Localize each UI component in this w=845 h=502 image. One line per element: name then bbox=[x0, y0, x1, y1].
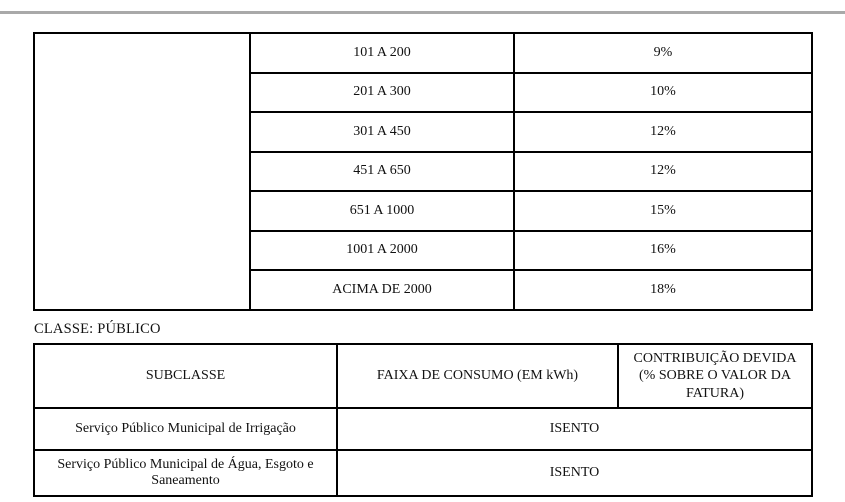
tier-range-cell: 201 A 300 bbox=[249, 71, 515, 113]
public-subclass-table: SUBCLASSE FAIXA DE CONSUMO (EM kWh) CONT… bbox=[33, 343, 813, 497]
subclass-row: Serviço Público Municipal de Irrigação I… bbox=[33, 407, 813, 451]
subclass-name-cell: Serviço Público Municipal de Água, Esgot… bbox=[33, 449, 338, 497]
consumption-tier-table: 101 A 200 9% 201 A 300 10% 301 A 450 12%… bbox=[33, 32, 813, 311]
tier-range-cell: ACIMA DE 2000 bbox=[249, 269, 515, 311]
tier-range-cell: 101 A 200 bbox=[249, 32, 515, 74]
tier-percent-cell: 9% bbox=[513, 32, 813, 74]
class-label: CLASSE: PÚBLICO bbox=[34, 321, 161, 337]
tier-row: ACIMA DE 2000 18% bbox=[34, 269, 813, 311]
tier-percent-cell: 16% bbox=[513, 229, 813, 271]
tier-row: 201 A 300 10% bbox=[34, 71, 813, 113]
tier-row: 301 A 450 12% bbox=[34, 111, 813, 153]
contribution-header-cell: CONTRIBUIÇÃO DEVIDA (% SOBRE O VALOR DA … bbox=[617, 343, 813, 409]
tier-row: 1001 A 2000 16% bbox=[34, 229, 813, 271]
tier-percent-cell: 15% bbox=[513, 190, 813, 232]
tier-range-cell: 1001 A 2000 bbox=[249, 229, 515, 271]
subclass-status-cell: ISENTO bbox=[336, 407, 813, 451]
page-divider-line bbox=[0, 11, 845, 14]
tier-percent-cell: 18% bbox=[513, 269, 813, 311]
consumption-header-cell: FAIXA DE CONSUMO (EM kWh) bbox=[336, 343, 619, 409]
public-table-header-row: SUBCLASSE FAIXA DE CONSUMO (EM kWh) CONT… bbox=[33, 343, 813, 409]
subclass-status-cell: ISENTO bbox=[336, 449, 813, 497]
tier-row: 651 A 1000 15% bbox=[34, 190, 813, 232]
tier-range-cell: 301 A 450 bbox=[249, 111, 515, 153]
tier-percent-cell: 12% bbox=[513, 111, 813, 153]
tier-percent-cell: 12% bbox=[513, 150, 813, 192]
subclass-header-cell: SUBCLASSE bbox=[33, 343, 338, 409]
tier-percent-cell: 10% bbox=[513, 71, 813, 113]
tier-row: 101 A 200 9% bbox=[33, 32, 813, 311]
subclass-name-cell: Serviço Público Municipal de Irrigação bbox=[33, 407, 338, 451]
tier-range-cell: 451 A 650 bbox=[249, 150, 515, 192]
empty-merged-cell bbox=[33, 32, 251, 311]
tier-range-cell: 651 A 1000 bbox=[249, 190, 515, 232]
subclass-row: Serviço Público Municipal de Água, Esgot… bbox=[33, 449, 813, 497]
tier-row: 451 A 650 12% bbox=[34, 150, 813, 192]
